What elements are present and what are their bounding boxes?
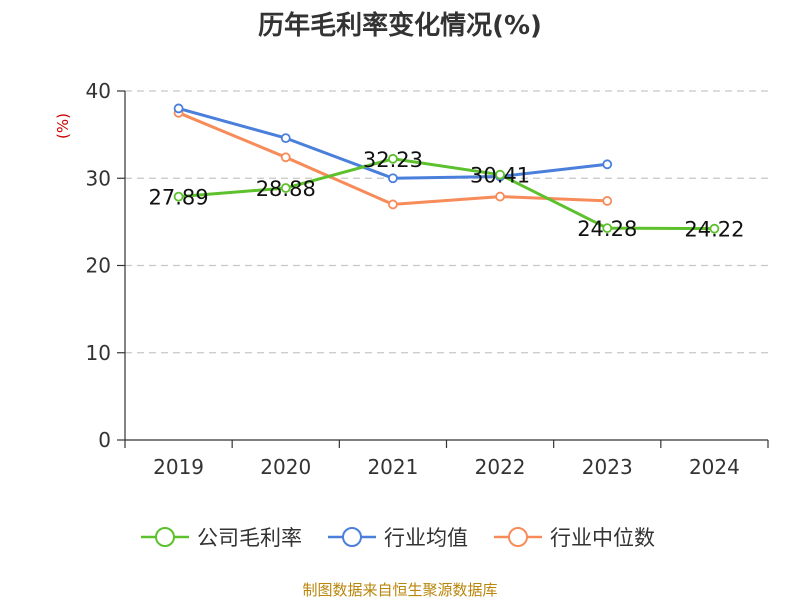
point-1-2020[interactable] [280,133,291,144]
y-tick-label-20: 20 [86,254,111,278]
y-tick-label-30: 30 [86,166,111,190]
data-label-2022: 30.41 [470,164,530,188]
point-1-2019[interactable] [173,103,184,114]
point-0-2022[interactable] [495,169,505,180]
point-1-2021[interactable] [388,173,398,184]
y-tick-label-10: 10 [86,341,111,365]
point-0-2024[interactable] [709,223,720,234]
legend-item-2[interactable]: 行业中位数 [494,526,655,550]
legend-swatch-marker-2 [508,527,528,547]
chart-title: 历年毛利率变化情况(%) [258,10,542,41]
data-label-2024: 24.22 [684,218,744,242]
legend-swatch-marker-0 [155,527,175,547]
y-tick-label-40: 40 [86,79,111,103]
x-tick-label-2024: 2024 [689,455,740,479]
x-tick-label-2020: 2020 [260,455,311,479]
source-note: 制图数据来自恒生聚源数据库 [302,581,497,599]
legend[interactable]: 公司毛利率 行业均值 行业中位数 [141,526,655,550]
point-2-2022[interactable] [495,191,505,202]
point-2-2020[interactable] [280,152,291,163]
data-label-2020: 28.88 [256,177,316,201]
legend-swatch-marker-1 [342,527,362,547]
data-label-2019: 27.89 [149,186,209,210]
point-1-2023[interactable] [602,159,613,170]
legend-label-0: 公司毛利率 [197,526,302,550]
data-labels: 27.89 28.88 32.23 30.41 24.28 24.22 [149,148,745,242]
y-tick-label-0: 0 [98,428,111,452]
legend-item-1[interactable]: 行业均值 [328,526,468,550]
legend-item-0[interactable]: 公司毛利率 [141,526,302,550]
x-tick-label-2019: 2019 [153,455,204,479]
series-line-0 [178,157,715,231]
series-0 [173,153,720,234]
point-0-2023[interactable] [602,223,613,234]
point-0-2020[interactable] [280,183,291,193]
legend-label-2: 行业中位数 [550,526,655,550]
axes: 0 10 20 30 40 2019 2020 2021 2022 2023 2024 [86,79,769,479]
legend-label-1: 行业均值 [384,526,468,550]
x-tick-label-2023: 2023 [582,455,633,479]
x-tick-label-2022: 2022 [475,455,526,479]
point-0-2019[interactable] [173,191,184,202]
point-2-2023[interactable] [602,196,613,206]
y-axis-label: (%) [54,113,72,139]
series-lines [173,103,720,234]
point-2-2021[interactable] [388,199,398,210]
x-tick-label-2021: 2021 [367,455,418,479]
point-0-2021[interactable] [388,153,398,164]
data-label-2023: 24.28 [577,217,637,241]
data-label-2021: 32.23 [363,148,423,172]
